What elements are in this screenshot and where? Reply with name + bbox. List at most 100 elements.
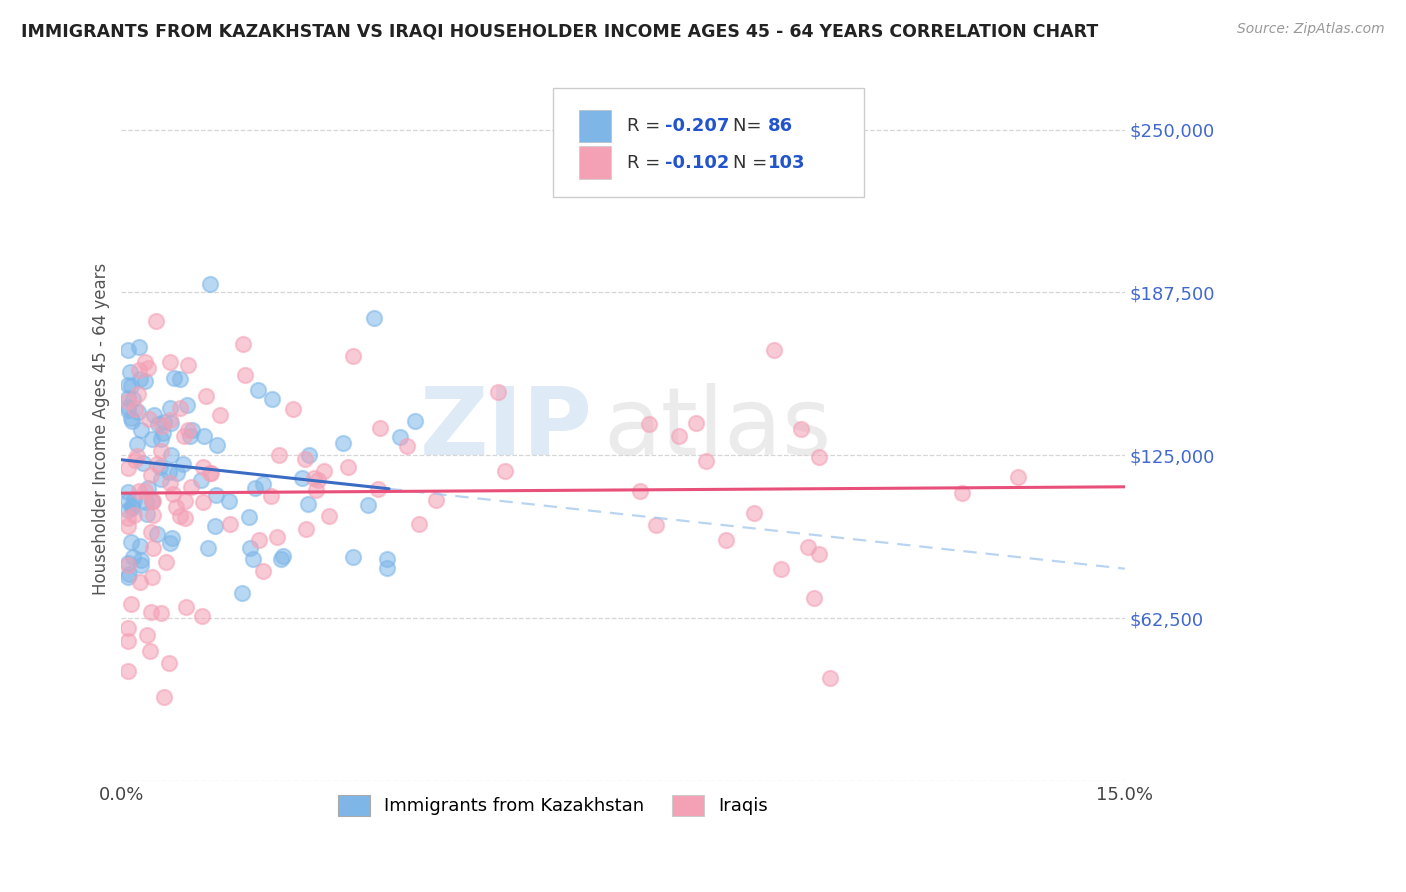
Point — [238, 509, 260, 524]
Point — [307, 473, 329, 487]
Point — [166, 467, 188, 481]
Point — [146, 417, 169, 431]
Point — [193, 429, 215, 443]
Point — [205, 487, 228, 501]
Point — [122, 550, 145, 565]
Point — [150, 418, 173, 433]
Point — [152, 426, 174, 441]
Point — [950, 485, 973, 500]
Point — [128, 484, 150, 499]
Point — [127, 450, 149, 464]
Point — [807, 450, 830, 465]
Point — [204, 519, 226, 533]
Point — [134, 355, 156, 369]
Point — [176, 398, 198, 412]
Point — [172, 457, 194, 471]
Text: -0.207: -0.207 — [665, 117, 730, 135]
Point — [129, 539, 152, 553]
Point — [149, 607, 172, 621]
Point — [252, 477, 274, 491]
Point — [135, 628, 157, 642]
Point — [120, 411, 142, 425]
Point — [190, 473, 212, 487]
Point — [1007, 470, 1029, 484]
Point — [117, 343, 139, 357]
Point — [169, 509, 191, 524]
Point — [762, 343, 785, 358]
Point — [159, 401, 181, 415]
Point — [117, 461, 139, 475]
Point — [128, 372, 150, 386]
Text: IMMIGRANTS FROM KAZAKHSTAN VS IRAQI HOUSEHOLDER INCOME AGES 45 - 64 YEARS CORREL: IMMIGRANTS FROM KAZAKHSTAN VS IRAQI HOUS… — [21, 22, 1098, 40]
Point — [117, 403, 139, 417]
Point — [118, 567, 141, 582]
Point — [267, 448, 290, 462]
Point — [357, 498, 380, 512]
Point — [266, 530, 288, 544]
Point — [314, 464, 336, 478]
Point — [122, 392, 145, 406]
Point — [294, 451, 316, 466]
Point — [260, 392, 283, 406]
Point — [239, 541, 262, 555]
Text: R =: R = — [627, 117, 666, 135]
FancyBboxPatch shape — [579, 110, 612, 142]
Point — [808, 547, 831, 561]
Point — [128, 340, 150, 354]
Point — [139, 644, 162, 658]
Point — [337, 460, 360, 475]
Point — [142, 508, 165, 522]
Point — [637, 417, 659, 432]
Legend: Immigrants from Kazakhstan, Iraqis: Immigrants from Kazakhstan, Iraqis — [329, 786, 778, 825]
Point — [124, 453, 146, 467]
Point — [117, 400, 139, 414]
Point — [117, 633, 139, 648]
Point — [193, 460, 215, 475]
Point — [117, 622, 139, 636]
Point — [155, 555, 177, 569]
Point — [135, 507, 157, 521]
Point — [141, 493, 163, 508]
Point — [404, 414, 426, 428]
Point — [494, 464, 516, 478]
Text: Source: ZipAtlas.com: Source: ZipAtlas.com — [1237, 22, 1385, 37]
Point — [117, 484, 139, 499]
Point — [363, 310, 385, 325]
Point — [121, 499, 143, 513]
Point — [159, 476, 181, 491]
Point — [297, 497, 319, 511]
Point — [368, 421, 391, 435]
Point — [129, 552, 152, 566]
Point — [247, 533, 270, 547]
Text: 86: 86 — [768, 117, 793, 135]
Point — [135, 495, 157, 509]
Point — [180, 423, 202, 437]
Point — [117, 511, 139, 525]
Point — [117, 570, 139, 584]
Point — [191, 608, 214, 623]
Point — [127, 387, 149, 401]
Point — [198, 466, 221, 480]
Point — [231, 585, 253, 599]
Point — [141, 432, 163, 446]
Point — [122, 508, 145, 523]
Point — [180, 480, 202, 494]
Point — [197, 541, 219, 556]
Point — [117, 378, 139, 392]
Point — [194, 389, 217, 403]
Point — [141, 493, 163, 508]
Point — [252, 564, 274, 578]
Point — [232, 336, 254, 351]
Point — [243, 482, 266, 496]
Point — [145, 314, 167, 328]
Point — [235, 368, 257, 382]
Point — [179, 429, 201, 443]
Point — [139, 524, 162, 539]
Point — [628, 484, 651, 499]
Point — [117, 394, 139, 409]
Point — [218, 516, 240, 531]
Point — [169, 372, 191, 386]
Point — [218, 494, 240, 508]
Point — [332, 436, 354, 450]
Point — [375, 561, 398, 575]
